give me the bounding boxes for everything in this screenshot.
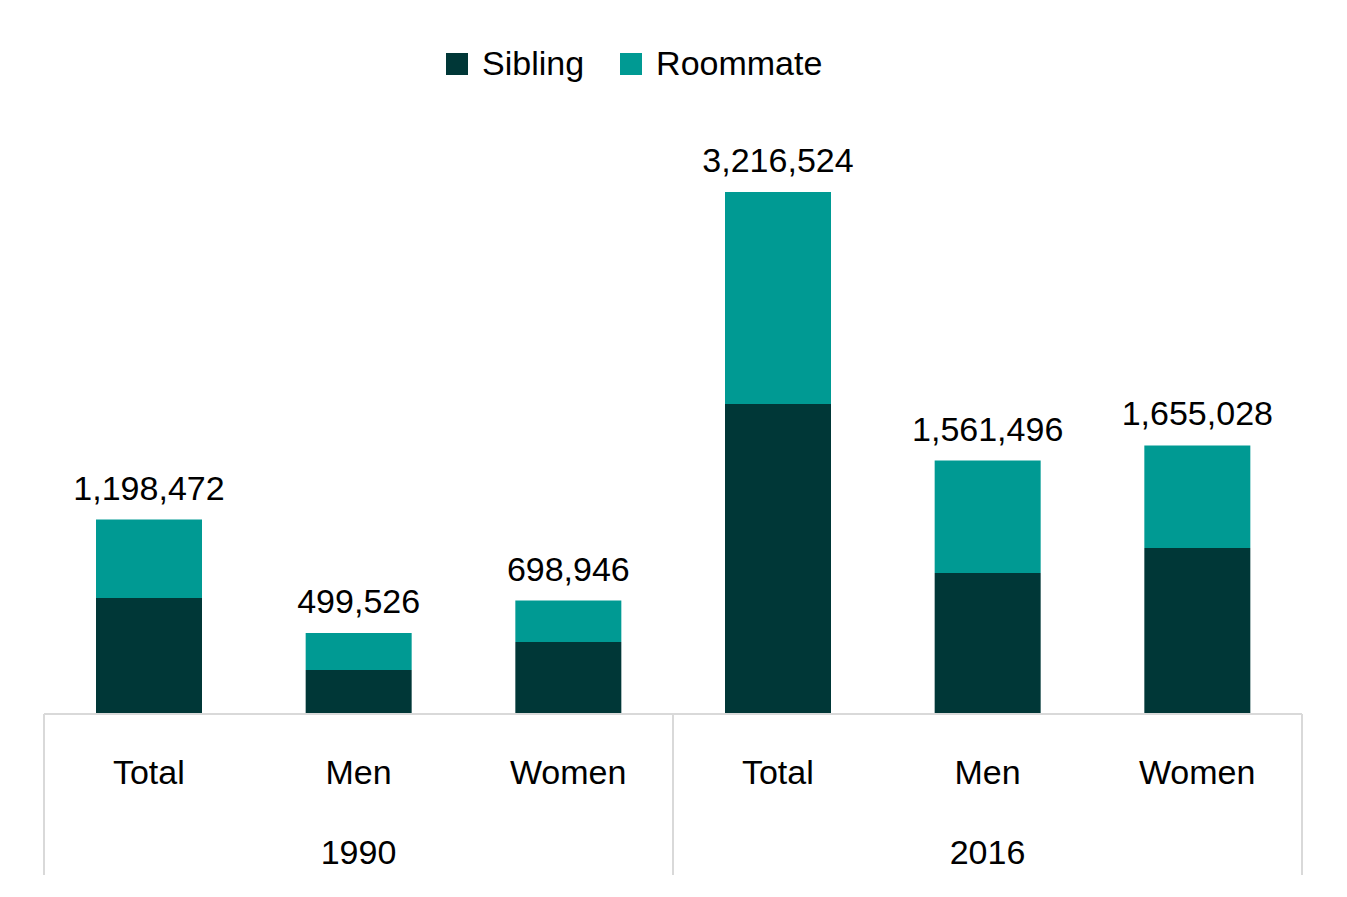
svg-text:698,946: 698,946 [507,550,630,588]
svg-text:Total: Total [742,753,814,791]
svg-text:Total: Total [113,753,185,791]
svg-text:Men: Men [325,753,391,791]
svg-text:1990: 1990 [321,833,397,871]
html-text:Roommate: Roommate [656,44,823,82]
svg-text:2016: 2016 [950,833,1026,871]
html-text:Sibling: Sibling [482,44,585,82]
svg-text:499,526: 499,526 [297,582,420,620]
svg-text:1,655,028: 1,655,028 [1122,394,1273,432]
svg-text:1,561,496: 1,561,496 [912,410,1063,448]
svg-text:Men: Men [954,753,1020,791]
svg-text:Women: Women [510,753,627,791]
svg-text:Women: Women [1139,753,1256,791]
svg-text:1,198,472: 1,198,472 [73,469,224,507]
svg-text:3,216,524: 3,216,524 [702,141,853,179]
